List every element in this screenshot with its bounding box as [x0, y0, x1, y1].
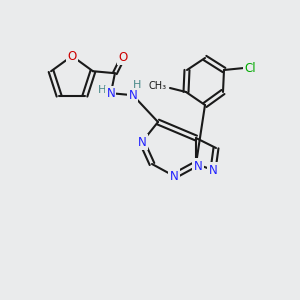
Text: O: O [68, 50, 76, 62]
Text: O: O [118, 51, 128, 64]
Text: H: H [133, 80, 141, 90]
Text: N: N [138, 136, 146, 148]
Text: Cl: Cl [244, 61, 256, 74]
Text: N: N [128, 89, 137, 102]
Text: N: N [106, 87, 115, 100]
Text: N: N [194, 160, 202, 172]
Text: N: N [208, 164, 217, 176]
Text: H: H [98, 85, 106, 95]
Text: N: N [169, 169, 178, 182]
Text: CH₃: CH₃ [149, 81, 167, 91]
